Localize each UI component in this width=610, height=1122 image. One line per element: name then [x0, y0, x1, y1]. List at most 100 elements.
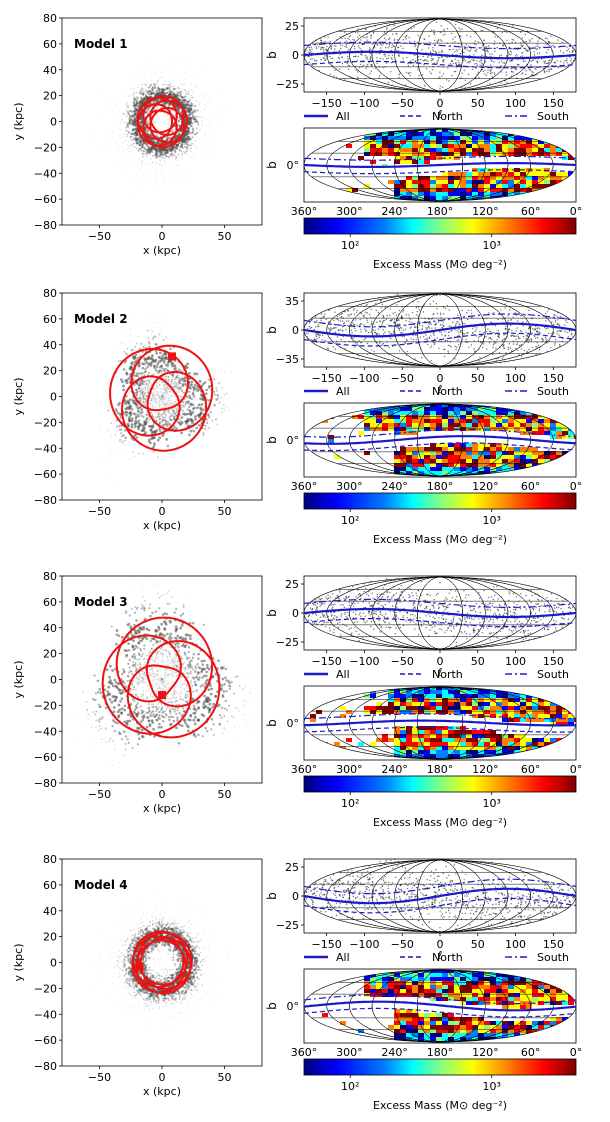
particle — [149, 178, 151, 180]
particle — [179, 93, 182, 96]
star-point — [392, 345, 394, 348]
particle — [218, 381, 221, 384]
star-point — [359, 66, 361, 69]
map-cell — [502, 129, 508, 132]
particle — [104, 441, 106, 443]
star-point — [334, 311, 336, 313]
particle — [152, 154, 155, 157]
star-point — [499, 54, 501, 56]
star-point — [517, 63, 519, 66]
map-cell — [412, 160, 418, 164]
particle — [178, 391, 180, 393]
particle — [188, 137, 191, 141]
star-point — [440, 39, 442, 41]
particle — [165, 376, 168, 379]
particle — [143, 150, 146, 153]
star-point — [386, 62, 388, 64]
particle — [151, 79, 153, 82]
star-point — [458, 61, 460, 64]
particle — [190, 145, 193, 147]
particle — [209, 124, 211, 126]
star-point — [394, 24, 396, 26]
particle — [154, 368, 157, 371]
map-cell — [436, 180, 442, 184]
x-tick-label: 0 — [159, 230, 166, 243]
star-point — [456, 50, 458, 52]
particle — [134, 131, 138, 134]
particle — [136, 141, 139, 144]
star-point — [572, 50, 574, 52]
particle-cloud — [94, 59, 230, 197]
star-point — [359, 34, 361, 36]
particle — [136, 142, 140, 145]
star-point — [543, 67, 545, 69]
x-axis-label: x (kpc) — [143, 519, 181, 532]
star-point — [323, 50, 325, 53]
particle — [169, 172, 171, 174]
star-point — [511, 66, 513, 68]
particle — [141, 411, 144, 414]
star-point — [330, 47, 332, 49]
particle — [160, 364, 164, 368]
particle — [166, 120, 168, 122]
star-point — [428, 35, 430, 37]
particle — [132, 133, 135, 136]
star-point — [335, 76, 338, 79]
particle — [111, 108, 113, 110]
star-point — [359, 318, 361, 321]
particle — [141, 149, 144, 152]
particle — [158, 403, 160, 405]
star-point — [515, 68, 518, 70]
particle — [191, 157, 193, 159]
star-point — [439, 85, 441, 88]
particle — [218, 402, 220, 405]
particle — [159, 65, 161, 67]
particle — [159, 148, 162, 151]
particle — [195, 426, 198, 430]
star-point — [559, 316, 562, 318]
particle — [160, 367, 164, 370]
particle — [108, 461, 110, 463]
star-point — [478, 76, 480, 79]
particle — [170, 398, 172, 400]
particle — [161, 401, 163, 403]
star-point — [527, 341, 530, 344]
star-point — [427, 60, 429, 62]
particle — [165, 135, 168, 139]
map-cell — [436, 152, 442, 156]
particle — [170, 90, 174, 94]
star-point — [465, 44, 468, 46]
map-cell — [424, 180, 430, 184]
particle — [161, 156, 164, 159]
y-tick-label: 20 — [43, 365, 57, 378]
particle — [122, 443, 125, 445]
star-point — [475, 77, 477, 80]
particle — [155, 390, 157, 392]
particle — [211, 154, 213, 156]
map-cell — [460, 180, 466, 184]
map-cell — [466, 132, 472, 136]
particle — [158, 77, 160, 80]
particle — [163, 66, 165, 68]
star-point — [508, 53, 511, 55]
star-point — [366, 319, 368, 321]
star-point — [483, 39, 485, 42]
star-point — [510, 48, 512, 50]
particle — [147, 145, 150, 149]
particle — [225, 406, 228, 408]
star-point — [510, 54, 512, 56]
particle — [166, 392, 168, 394]
map-cell — [442, 180, 448, 184]
particle — [116, 140, 118, 142]
particle — [187, 144, 190, 147]
map-cell — [562, 172, 568, 176]
map-cell — [508, 172, 514, 176]
map-cell — [496, 144, 502, 148]
star-point — [348, 65, 351, 67]
star-point — [436, 41, 439, 44]
map-cell — [442, 192, 448, 196]
particle — [130, 119, 133, 122]
particle — [196, 132, 198, 135]
star-point — [480, 59, 483, 61]
map-cell — [502, 136, 508, 140]
